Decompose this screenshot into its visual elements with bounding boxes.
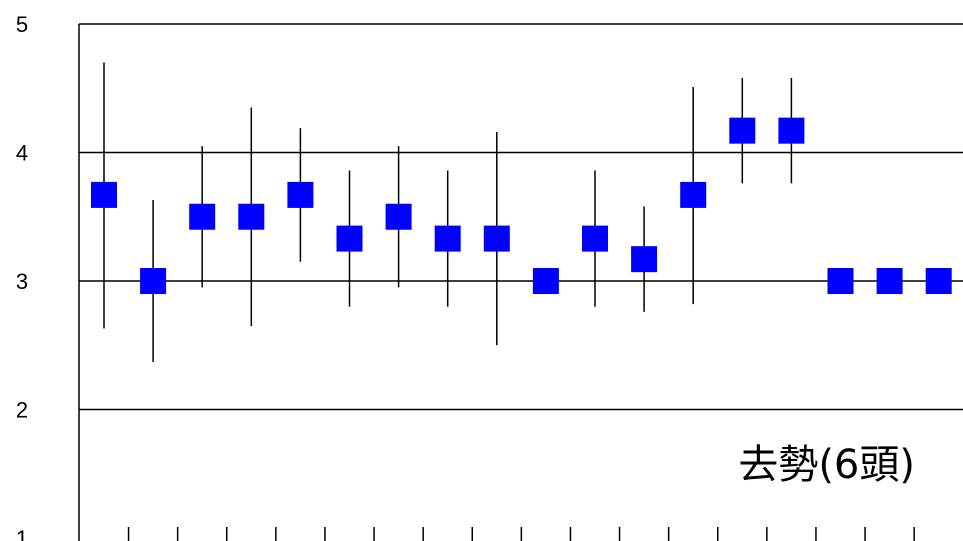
y-tick-label: 1 xyxy=(16,526,28,541)
data-point xyxy=(876,268,903,294)
data-points xyxy=(91,117,952,294)
data-point xyxy=(140,268,167,294)
axes xyxy=(78,24,915,541)
data-point xyxy=(532,268,559,294)
data-point xyxy=(778,117,805,144)
data-point xyxy=(91,181,117,208)
data-point xyxy=(827,268,854,294)
data-point xyxy=(385,203,412,230)
chart-annotation: 去勢(6頭) xyxy=(738,442,915,488)
data-point xyxy=(434,225,461,252)
data-point xyxy=(680,181,707,208)
y-tick-label: 5 xyxy=(16,12,28,37)
gridlines xyxy=(79,23,963,411)
data-point xyxy=(925,268,952,294)
data-point xyxy=(631,246,658,273)
data-point xyxy=(729,117,756,144)
data-point xyxy=(582,225,608,252)
y-tick-label: 2 xyxy=(16,398,28,423)
data-point xyxy=(287,181,314,208)
data-point xyxy=(238,203,265,230)
data-point xyxy=(336,225,363,252)
y-tick-labels: 1 2 3 4 5 xyxy=(16,12,28,541)
data-point xyxy=(189,203,216,230)
y-tick-label: 4 xyxy=(16,141,28,166)
data-point xyxy=(483,225,510,252)
y-tick-label: 3 xyxy=(16,269,28,294)
